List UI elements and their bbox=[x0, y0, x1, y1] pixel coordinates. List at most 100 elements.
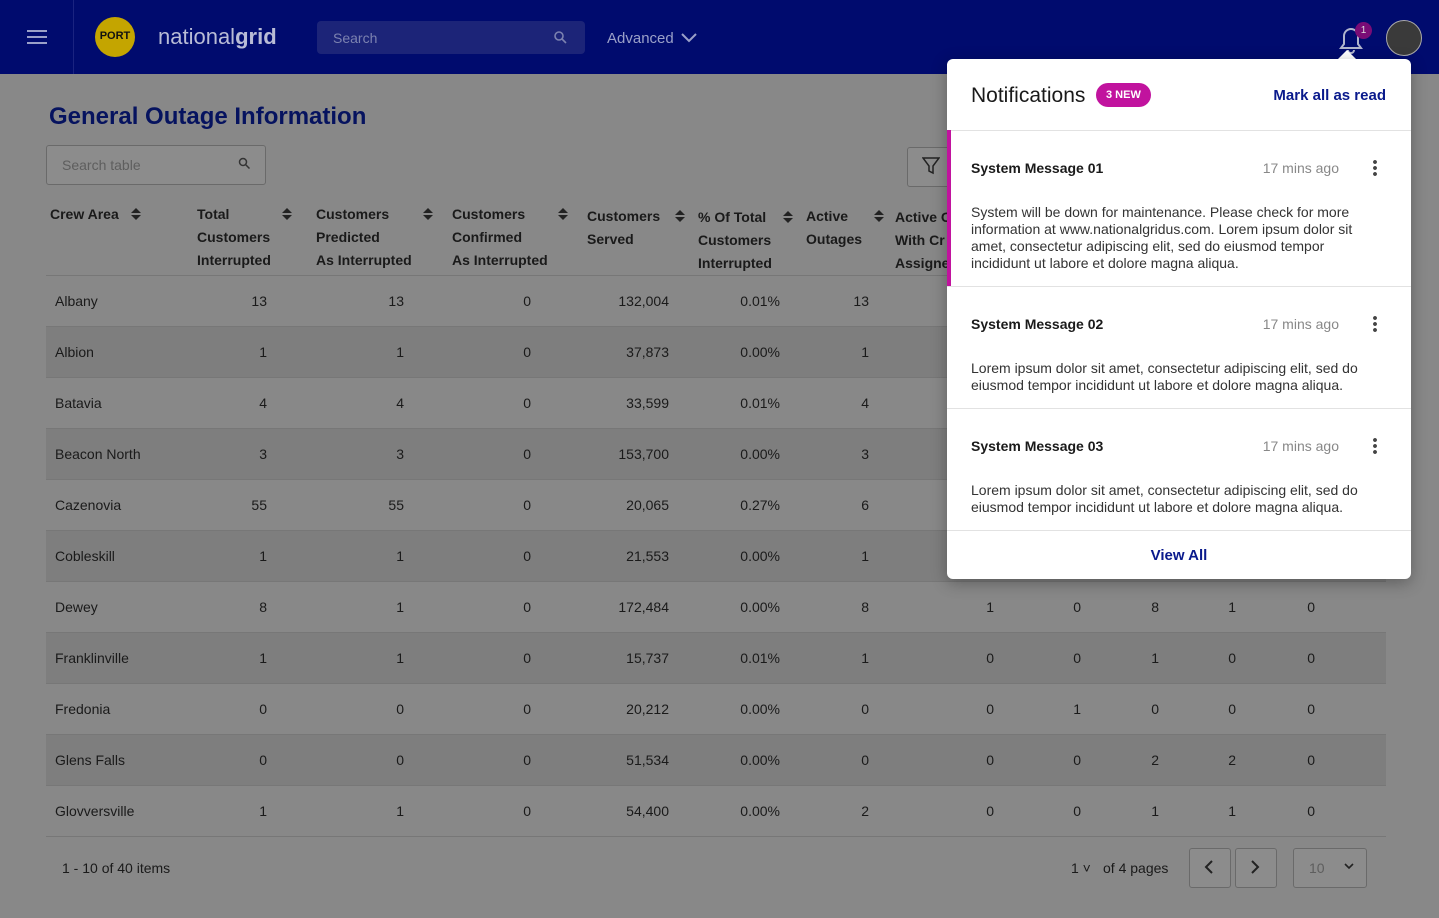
notification-item[interactable] bbox=[947, 286, 1411, 409]
table-cell: 0 bbox=[396, 701, 404, 717]
column-header: Active O bbox=[895, 209, 952, 225]
table-cell: 0 bbox=[523, 752, 531, 768]
logo-text: PORT bbox=[99, 30, 131, 42]
table-cell: 55 bbox=[251, 497, 267, 513]
table-cell: 8 bbox=[1151, 599, 1159, 615]
notifications-title: Notifications bbox=[971, 84, 1086, 107]
view-all[interactable]: View All bbox=[1150, 547, 1208, 564]
sort-icon[interactable] bbox=[783, 218, 793, 223]
brand-bold: grid bbox=[235, 24, 277, 49]
notification-item[interactable] bbox=[947, 130, 1411, 287]
more-menu[interactable] bbox=[1373, 159, 1377, 177]
table-cell: 0.00% bbox=[740, 701, 780, 717]
table-cell: 0 bbox=[1151, 701, 1159, 717]
table-cell: 20,212 bbox=[626, 701, 669, 717]
search-box[interactable] bbox=[317, 21, 585, 54]
sort-icon[interactable] bbox=[783, 211, 793, 216]
column-header: Interrupted bbox=[197, 252, 271, 268]
sort-icon[interactable] bbox=[675, 210, 685, 215]
prev-page[interactable] bbox=[1189, 848, 1231, 888]
table-cell: 2 bbox=[1228, 752, 1236, 768]
table-cell: 0 bbox=[523, 599, 531, 615]
table-cell: 0 bbox=[523, 548, 531, 564]
table-cell: 55 bbox=[388, 497, 404, 513]
table-cell: 0 bbox=[986, 803, 994, 819]
sort-icon[interactable] bbox=[874, 210, 884, 215]
notification-title: System Message 01 bbox=[971, 160, 1104, 176]
table-cell: 3 bbox=[259, 446, 267, 462]
table-cell: 153,700 bbox=[618, 446, 669, 462]
sort-icon[interactable] bbox=[131, 208, 141, 213]
sort-icon[interactable] bbox=[874, 217, 884, 222]
table-cell: 0 bbox=[986, 650, 994, 666]
more-menu[interactable] bbox=[1373, 315, 1377, 333]
column-header: As Interrupted bbox=[316, 252, 412, 268]
brand: nationalgrid bbox=[158, 24, 277, 50]
notification-title: System Message 02 bbox=[971, 316, 1104, 332]
divider bbox=[947, 530, 1411, 531]
table-cell: 0 bbox=[259, 752, 267, 768]
page-size-select[interactable] bbox=[1293, 848, 1367, 888]
table-cell: 0 bbox=[1073, 803, 1081, 819]
table-row bbox=[46, 735, 1386, 786]
table-cell: Cazenovia bbox=[55, 497, 122, 513]
sort-icon[interactable] bbox=[558, 208, 568, 213]
column-header: Assigne bbox=[895, 255, 950, 271]
table-cell: 54,400 bbox=[626, 803, 669, 819]
table-search-placeholder: Search table bbox=[62, 157, 141, 173]
table-cell: Cobleskill bbox=[55, 548, 115, 564]
table-cell: 37,873 bbox=[626, 344, 669, 360]
table-cell: 1 bbox=[1228, 599, 1236, 615]
table-cell: 13 bbox=[388, 293, 404, 309]
table-cell: 0 bbox=[523, 446, 531, 462]
table-cell: 0 bbox=[523, 395, 531, 411]
column-header: Customers bbox=[316, 206, 390, 222]
table-cell: 1 bbox=[396, 548, 404, 564]
table-row bbox=[46, 633, 1386, 684]
table-cell: 1 bbox=[1151, 803, 1159, 819]
page-count: of 4 pages bbox=[1103, 860, 1169, 876]
bell-badge: 1 bbox=[1355, 22, 1372, 39]
table-cell: 0 bbox=[523, 344, 531, 360]
avatar[interactable] bbox=[1386, 20, 1422, 56]
sort-icon[interactable] bbox=[675, 217, 685, 222]
table-cell: 15,737 bbox=[626, 650, 669, 666]
more-menu[interactable] bbox=[1373, 437, 1377, 455]
sort-icon[interactable] bbox=[131, 215, 141, 220]
pagination-summary: 1 - 10 of 40 items bbox=[62, 860, 171, 876]
column-header: Customers bbox=[698, 232, 772, 248]
page-title: General Outage Information bbox=[49, 103, 367, 130]
table-cell: 0 bbox=[861, 701, 869, 717]
table-cell: Franklinville bbox=[55, 650, 129, 666]
table-cell: 0 bbox=[523, 293, 531, 309]
menu-button[interactable] bbox=[27, 29, 47, 45]
sort-icon[interactable] bbox=[282, 208, 292, 213]
advanced-button[interactable]: Advanced bbox=[607, 30, 674, 47]
mark-all-read[interactable]: Mark all as read bbox=[1273, 87, 1386, 104]
search-icon bbox=[554, 31, 567, 44]
column-header: Customers bbox=[197, 229, 271, 245]
table-search[interactable] bbox=[46, 145, 266, 185]
notification-time: 17 mins ago bbox=[1262, 160, 1339, 176]
table-cell: 0 bbox=[1073, 752, 1081, 768]
sort-icon[interactable] bbox=[423, 215, 433, 220]
sort-icon[interactable] bbox=[423, 208, 433, 213]
table-cell: 20,065 bbox=[626, 497, 669, 513]
table-cell: 2 bbox=[1151, 752, 1159, 768]
sort-icon[interactable] bbox=[282, 215, 292, 220]
table-cell: 6 bbox=[861, 497, 869, 513]
table-cell: 0 bbox=[1073, 599, 1081, 615]
filter-icon bbox=[922, 157, 940, 175]
sort-icon[interactable] bbox=[558, 215, 568, 220]
table-cell: 0.01% bbox=[740, 293, 780, 309]
page-select[interactable]: 1 ˅ bbox=[1071, 860, 1091, 876]
brand-light: national bbox=[158, 24, 236, 49]
table-cell: 4 bbox=[259, 395, 267, 411]
notification-item[interactable] bbox=[947, 408, 1411, 531]
table-cell: 8 bbox=[259, 599, 267, 615]
table-cell: 0 bbox=[986, 701, 994, 717]
table-cell: 1 bbox=[861, 650, 869, 666]
table-cell: 1 bbox=[1073, 701, 1081, 717]
column-header: % Of Total bbox=[698, 209, 767, 225]
table-cell: 0.00% bbox=[740, 752, 780, 768]
